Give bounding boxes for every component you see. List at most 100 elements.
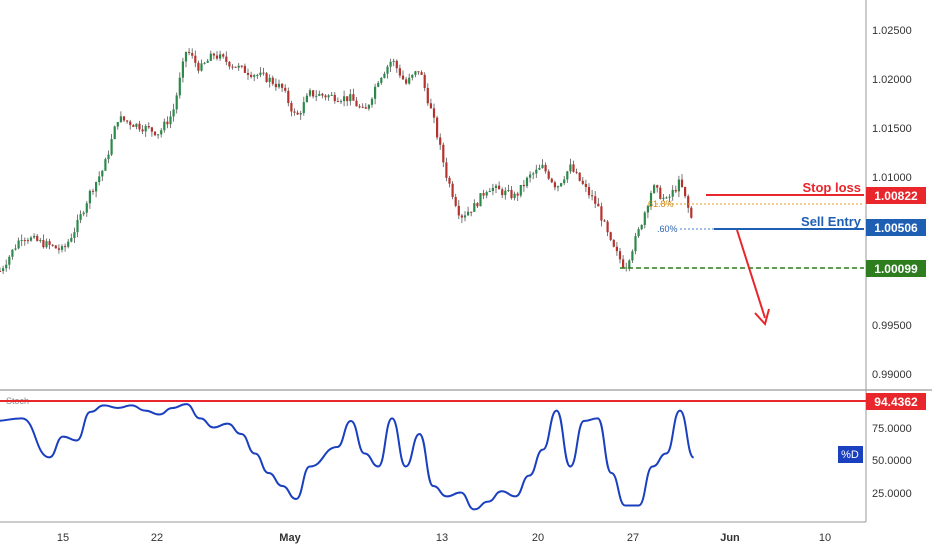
- candle-body: [110, 139, 113, 155]
- stoch-tick-label: 25.0000: [872, 488, 912, 500]
- candle-body: [467, 211, 470, 216]
- candle-body: [594, 196, 597, 204]
- candle-body: [504, 190, 507, 196]
- candle-body: [401, 75, 405, 80]
- candle-body: [463, 215, 467, 218]
- projected-move-arrow[interactable]: [736, 229, 766, 319]
- candle-body: [23, 240, 26, 242]
- candle-body: [522, 184, 525, 187]
- candle-body: [631, 251, 634, 261]
- candle-body: [684, 186, 687, 197]
- candle-body: [550, 178, 553, 183]
- stoch-level-tag: [866, 393, 926, 410]
- candle-body: [0, 270, 2, 272]
- candle-body: [680, 179, 684, 187]
- candle-body: [677, 179, 680, 192]
- candle-body: [29, 237, 33, 241]
- candle-body: [147, 126, 150, 128]
- candle-body: [349, 94, 352, 102]
- price-tick-label: 0.99500: [872, 320, 912, 332]
- candle-body: [253, 75, 256, 77]
- candle-body: [405, 79, 408, 84]
- candle-body: [668, 196, 671, 198]
- candle-body: [135, 123, 138, 127]
- candle-body: [191, 52, 194, 56]
- candle-body: [600, 206, 603, 221]
- candle-body: [659, 187, 662, 199]
- candle-body: [82, 212, 85, 215]
- candle-body: [188, 51, 191, 53]
- candle-body: [175, 95, 178, 110]
- price-axis[interactable]: 1.02500 1.02000 1.01500 1.01000 0.99500 …: [872, 25, 912, 381]
- candle-body: [361, 106, 364, 108]
- stoch-axis[interactable]: 75.0000 50.0000 25.0000: [872, 423, 912, 500]
- candle-body: [479, 193, 482, 207]
- time-tick-label: 27: [627, 532, 639, 544]
- candle-body: [690, 207, 693, 218]
- candle-body: [622, 259, 625, 268]
- candle-body: [45, 241, 48, 248]
- stoch-d-line: [0, 403, 695, 511]
- candle-body: [8, 256, 11, 265]
- stoch-legend-tag[interactable]: [838, 446, 863, 463]
- candle-body: [197, 62, 200, 71]
- candle-body: [519, 184, 522, 196]
- candle-body: [122, 116, 126, 121]
- candle-body: [200, 63, 203, 71]
- candle-body: [2, 268, 5, 272]
- candle-body: [637, 229, 640, 237]
- candle-body: [426, 87, 429, 104]
- candle-body: [20, 240, 23, 242]
- candle-body: [591, 195, 594, 197]
- candle-body: [392, 60, 395, 62]
- candle-body: [225, 56, 228, 62]
- candle-body: [448, 177, 451, 184]
- candle-body: [14, 248, 17, 250]
- candle-body: [603, 220, 606, 222]
- candle-body: [656, 185, 659, 188]
- price-tick-label: 1.02500: [872, 25, 912, 37]
- candle-body: [64, 246, 67, 248]
- candle-body: [538, 168, 541, 170]
- candle-body: [364, 107, 367, 109]
- candle-body: [556, 186, 560, 188]
- candle-body: [383, 73, 386, 78]
- candle-body: [169, 116, 172, 125]
- candle-body: [336, 101, 339, 103]
- candle-body: [671, 189, 674, 197]
- candle-body: [33, 235, 36, 238]
- stoch-tick-label: 75.0000: [872, 423, 912, 435]
- candle-body: [414, 71, 417, 75]
- candle-body: [26, 240, 29, 242]
- candle-body: [160, 130, 163, 135]
- candle-body: [222, 54, 225, 57]
- candle-body: [73, 232, 76, 238]
- candle-body: [308, 90, 312, 96]
- sell-entry-tag: [866, 219, 926, 236]
- candle-body: [352, 94, 355, 101]
- candle-body: [386, 66, 389, 74]
- time-tick-label: 13: [436, 532, 448, 544]
- time-axis[interactable]: 15 22 May 13 20 27 Jun 10: [57, 532, 831, 544]
- stoch-legend-tag-text: %D: [841, 449, 859, 461]
- stoch-pane: [0, 391, 866, 522]
- candle-body: [532, 173, 535, 175]
- candle-body: [535, 169, 538, 174]
- sell-entry-tag-text: 1.00506: [874, 221, 918, 235]
- candle-body: [566, 171, 569, 180]
- price-tick-label: 1.01000: [872, 172, 912, 184]
- fib-label-lower: .60%: [657, 224, 678, 234]
- candle-body: [42, 239, 45, 248]
- candle-body: [268, 77, 271, 82]
- candle-body: [578, 172, 581, 181]
- candle-body: [439, 137, 442, 145]
- candle-body: [212, 53, 215, 56]
- candle-body: [312, 90, 315, 97]
- candle-body: [358, 106, 361, 108]
- candle-body: [163, 121, 166, 131]
- candle-body: [219, 54, 222, 59]
- candle-body: [296, 112, 299, 115]
- candle-body: [181, 61, 184, 78]
- candle-body: [587, 186, 591, 196]
- candle-body: [321, 93, 324, 96]
